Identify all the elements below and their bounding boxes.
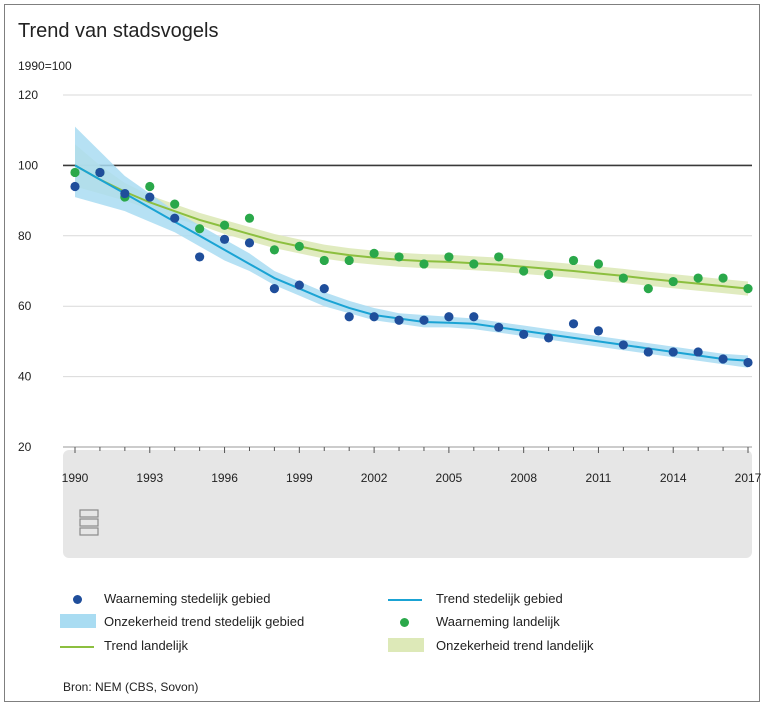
point-stedelijk: [618, 340, 628, 350]
point-landelijk: [70, 167, 80, 178]
x-tick-label: 2017: [735, 471, 762, 485]
x-tick-label: 2011: [586, 471, 612, 485]
point-stedelijk: [369, 312, 379, 322]
cbs-logo-part: [79, 518, 99, 527]
x-tick-label: 2014: [660, 471, 687, 485]
point-landelijk: [693, 273, 703, 283]
point-stedelijk: [145, 192, 155, 202]
x-tick-label: 2002: [361, 471, 388, 485]
trend-line-landelijk: [74, 164, 749, 290]
point-stedelijk: [543, 333, 554, 343]
y-tick-label: 120: [18, 88, 38, 102]
point-stedelijk: [743, 357, 753, 368]
point-stedelijk: [244, 238, 255, 248]
y-tick-label: 80: [18, 229, 32, 243]
trend-line-stedelijk: [74, 164, 749, 362]
band-landelijk: [75, 144, 748, 296]
point-landelijk: [743, 284, 753, 294]
point-stedelijk: [444, 312, 454, 322]
y-tick-label: 60: [18, 299, 32, 313]
chart-frame: [4, 4, 760, 702]
point-stedelijk: [643, 347, 653, 357]
point-landelijk: [519, 266, 529, 276]
point-stedelijk: [219, 234, 230, 244]
point-stedelijk: [195, 252, 205, 262]
point-stedelijk: [593, 326, 604, 336]
point-stedelijk: [419, 315, 429, 325]
point-stedelijk: [568, 319, 579, 329]
x-tick-label: 1996: [211, 471, 238, 485]
point-landelijk: [643, 284, 653, 294]
point-landelijk: [394, 252, 404, 262]
point-landelijk: [568, 255, 579, 266]
point-landelijk: [269, 245, 280, 255]
point-landelijk: [344, 255, 354, 266]
point-landelijk: [444, 252, 454, 262]
band-stedelijk: [75, 126, 748, 368]
point-stedelijk: [70, 181, 80, 192]
x-tick-label: 1990: [62, 471, 89, 485]
point-landelijk: [369, 248, 379, 258]
point-landelijk: [170, 199, 180, 209]
point-stedelijk: [294, 280, 304, 290]
point-landelijk: [718, 273, 728, 283]
point-landelijk: [618, 273, 628, 283]
y-tick-label: 40: [18, 370, 32, 384]
point-stedelijk: [718, 354, 728, 364]
point-landelijk: [145, 181, 155, 192]
point-landelijk: [294, 241, 304, 251]
point-stedelijk: [95, 167, 105, 178]
x-tick-label: 2005: [436, 471, 463, 485]
point-landelijk: [494, 252, 504, 262]
x-tick-label: 2008: [510, 471, 537, 485]
point-stedelijk: [668, 347, 678, 357]
source-note: Bron: NEM (CBS, Sovon): [63, 680, 199, 694]
point-stedelijk: [394, 315, 404, 325]
point-stedelijk: [494, 322, 504, 332]
cbs-logo-icon: [79, 509, 99, 536]
point-stedelijk: [519, 329, 529, 339]
point-landelijk: [543, 269, 554, 280]
point-stedelijk: [170, 213, 180, 223]
y-axis-unit-label: 1990=100: [18, 59, 72, 73]
cbs-logo-part: [79, 509, 99, 518]
point-stedelijk: [319, 284, 329, 294]
y-tick-label: 20: [18, 440, 32, 454]
point-landelijk: [593, 259, 604, 269]
point-stedelijk: [269, 284, 280, 294]
point-landelijk: [668, 276, 678, 287]
y-tick-label: 100: [18, 158, 38, 172]
point-landelijk: [219, 220, 230, 230]
point-landelijk: [195, 224, 205, 234]
point-stedelijk: [693, 347, 703, 357]
point-landelijk: [244, 213, 255, 223]
x-tick-label: 1993: [136, 471, 163, 485]
point-stedelijk: [120, 188, 130, 199]
x-axis-panel: [63, 450, 752, 558]
point-landelijk: [419, 259, 429, 269]
cbs-logo-part: [79, 527, 99, 536]
point-landelijk: [469, 259, 479, 269]
chart-title: Trend van stadsvogels: [18, 20, 219, 42]
x-tick-label: 1999: [286, 471, 313, 485]
point-landelijk: [319, 255, 329, 266]
point-stedelijk: [344, 312, 354, 322]
point-stedelijk: [469, 312, 479, 322]
